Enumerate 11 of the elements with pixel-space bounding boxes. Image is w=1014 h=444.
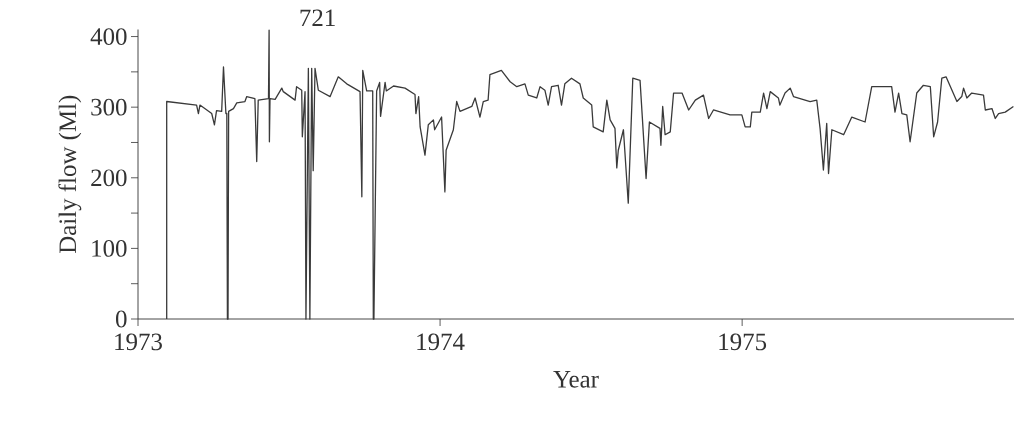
y-tick-label: 400 (90, 28, 127, 45)
y-tick-label: 0 (115, 310, 127, 328)
x-tick-label: 1975 (719, 333, 767, 351)
x-tick-label: 1973 (115, 333, 162, 351)
x-tick-label: 1974 (417, 333, 465, 351)
y-tick-label: 200 (91, 169, 127, 187)
x-axis-title: Year (553, 371, 599, 388)
y-axis-title: Daily flow (Ml) (58, 95, 82, 254)
y-tick-label: 300 (91, 98, 127, 116)
text: 721 (300, 9, 335, 26)
y-tick-label: 100 (92, 239, 127, 257)
